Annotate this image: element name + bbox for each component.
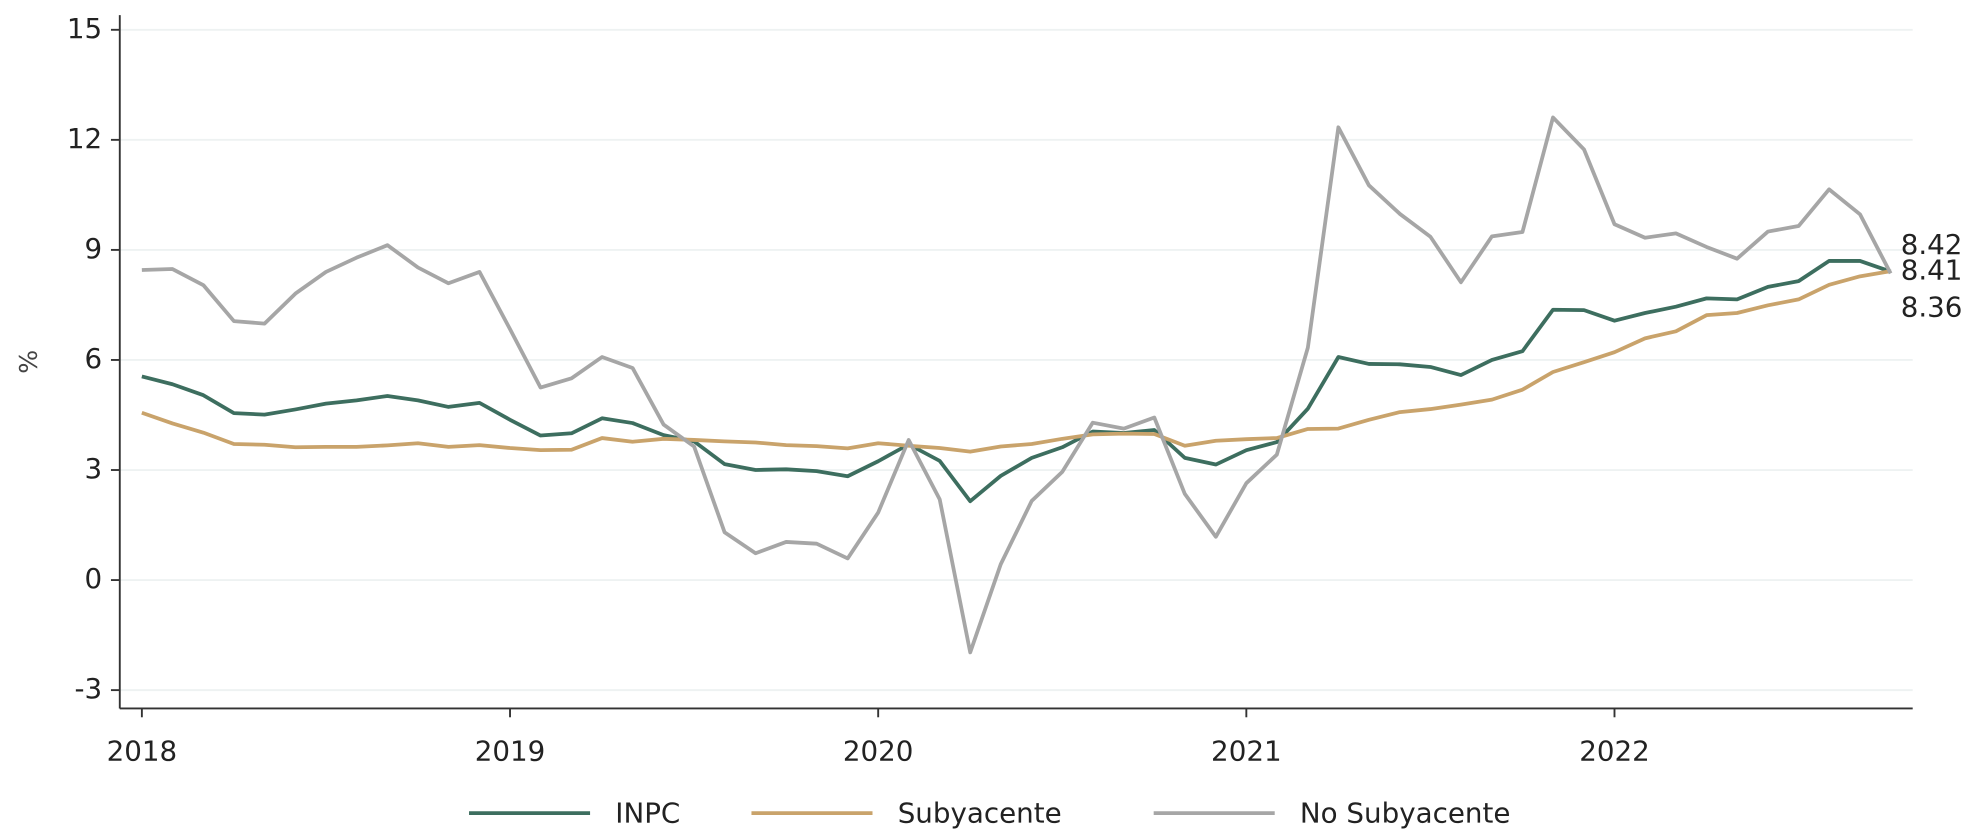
legend-label: INPC	[615, 796, 680, 829]
y-tick-label: 12	[67, 122, 102, 155]
y-tick-label: 9	[84, 232, 102, 265]
series-line	[141, 115, 1893, 655]
y-tick-label: 0	[84, 562, 102, 595]
y-tick-label: 6	[84, 342, 102, 375]
end-value-label: 8.41	[1901, 254, 1963, 287]
x-tick-label: 2019	[475, 735, 546, 768]
x-tick-label: 2021	[1211, 735, 1282, 768]
x-tick-label: 2020	[843, 735, 914, 768]
series-line	[141, 259, 1892, 504]
y-tick-label: 15	[67, 12, 102, 45]
end-value-label: 8.42	[1901, 228, 1963, 261]
legend-label: No Subyacente	[1300, 796, 1510, 829]
y-axis-label: %	[14, 350, 43, 374]
series-line	[141, 269, 1891, 454]
x-tick-label: 2022	[1579, 735, 1650, 768]
y-tick-label: -3	[74, 672, 102, 705]
y-tick-label: 3	[84, 452, 102, 485]
legend-label: Subyacente	[898, 796, 1062, 829]
x-tick-label: 2018	[107, 735, 178, 768]
end-value-label: 8.36	[1901, 291, 1963, 324]
